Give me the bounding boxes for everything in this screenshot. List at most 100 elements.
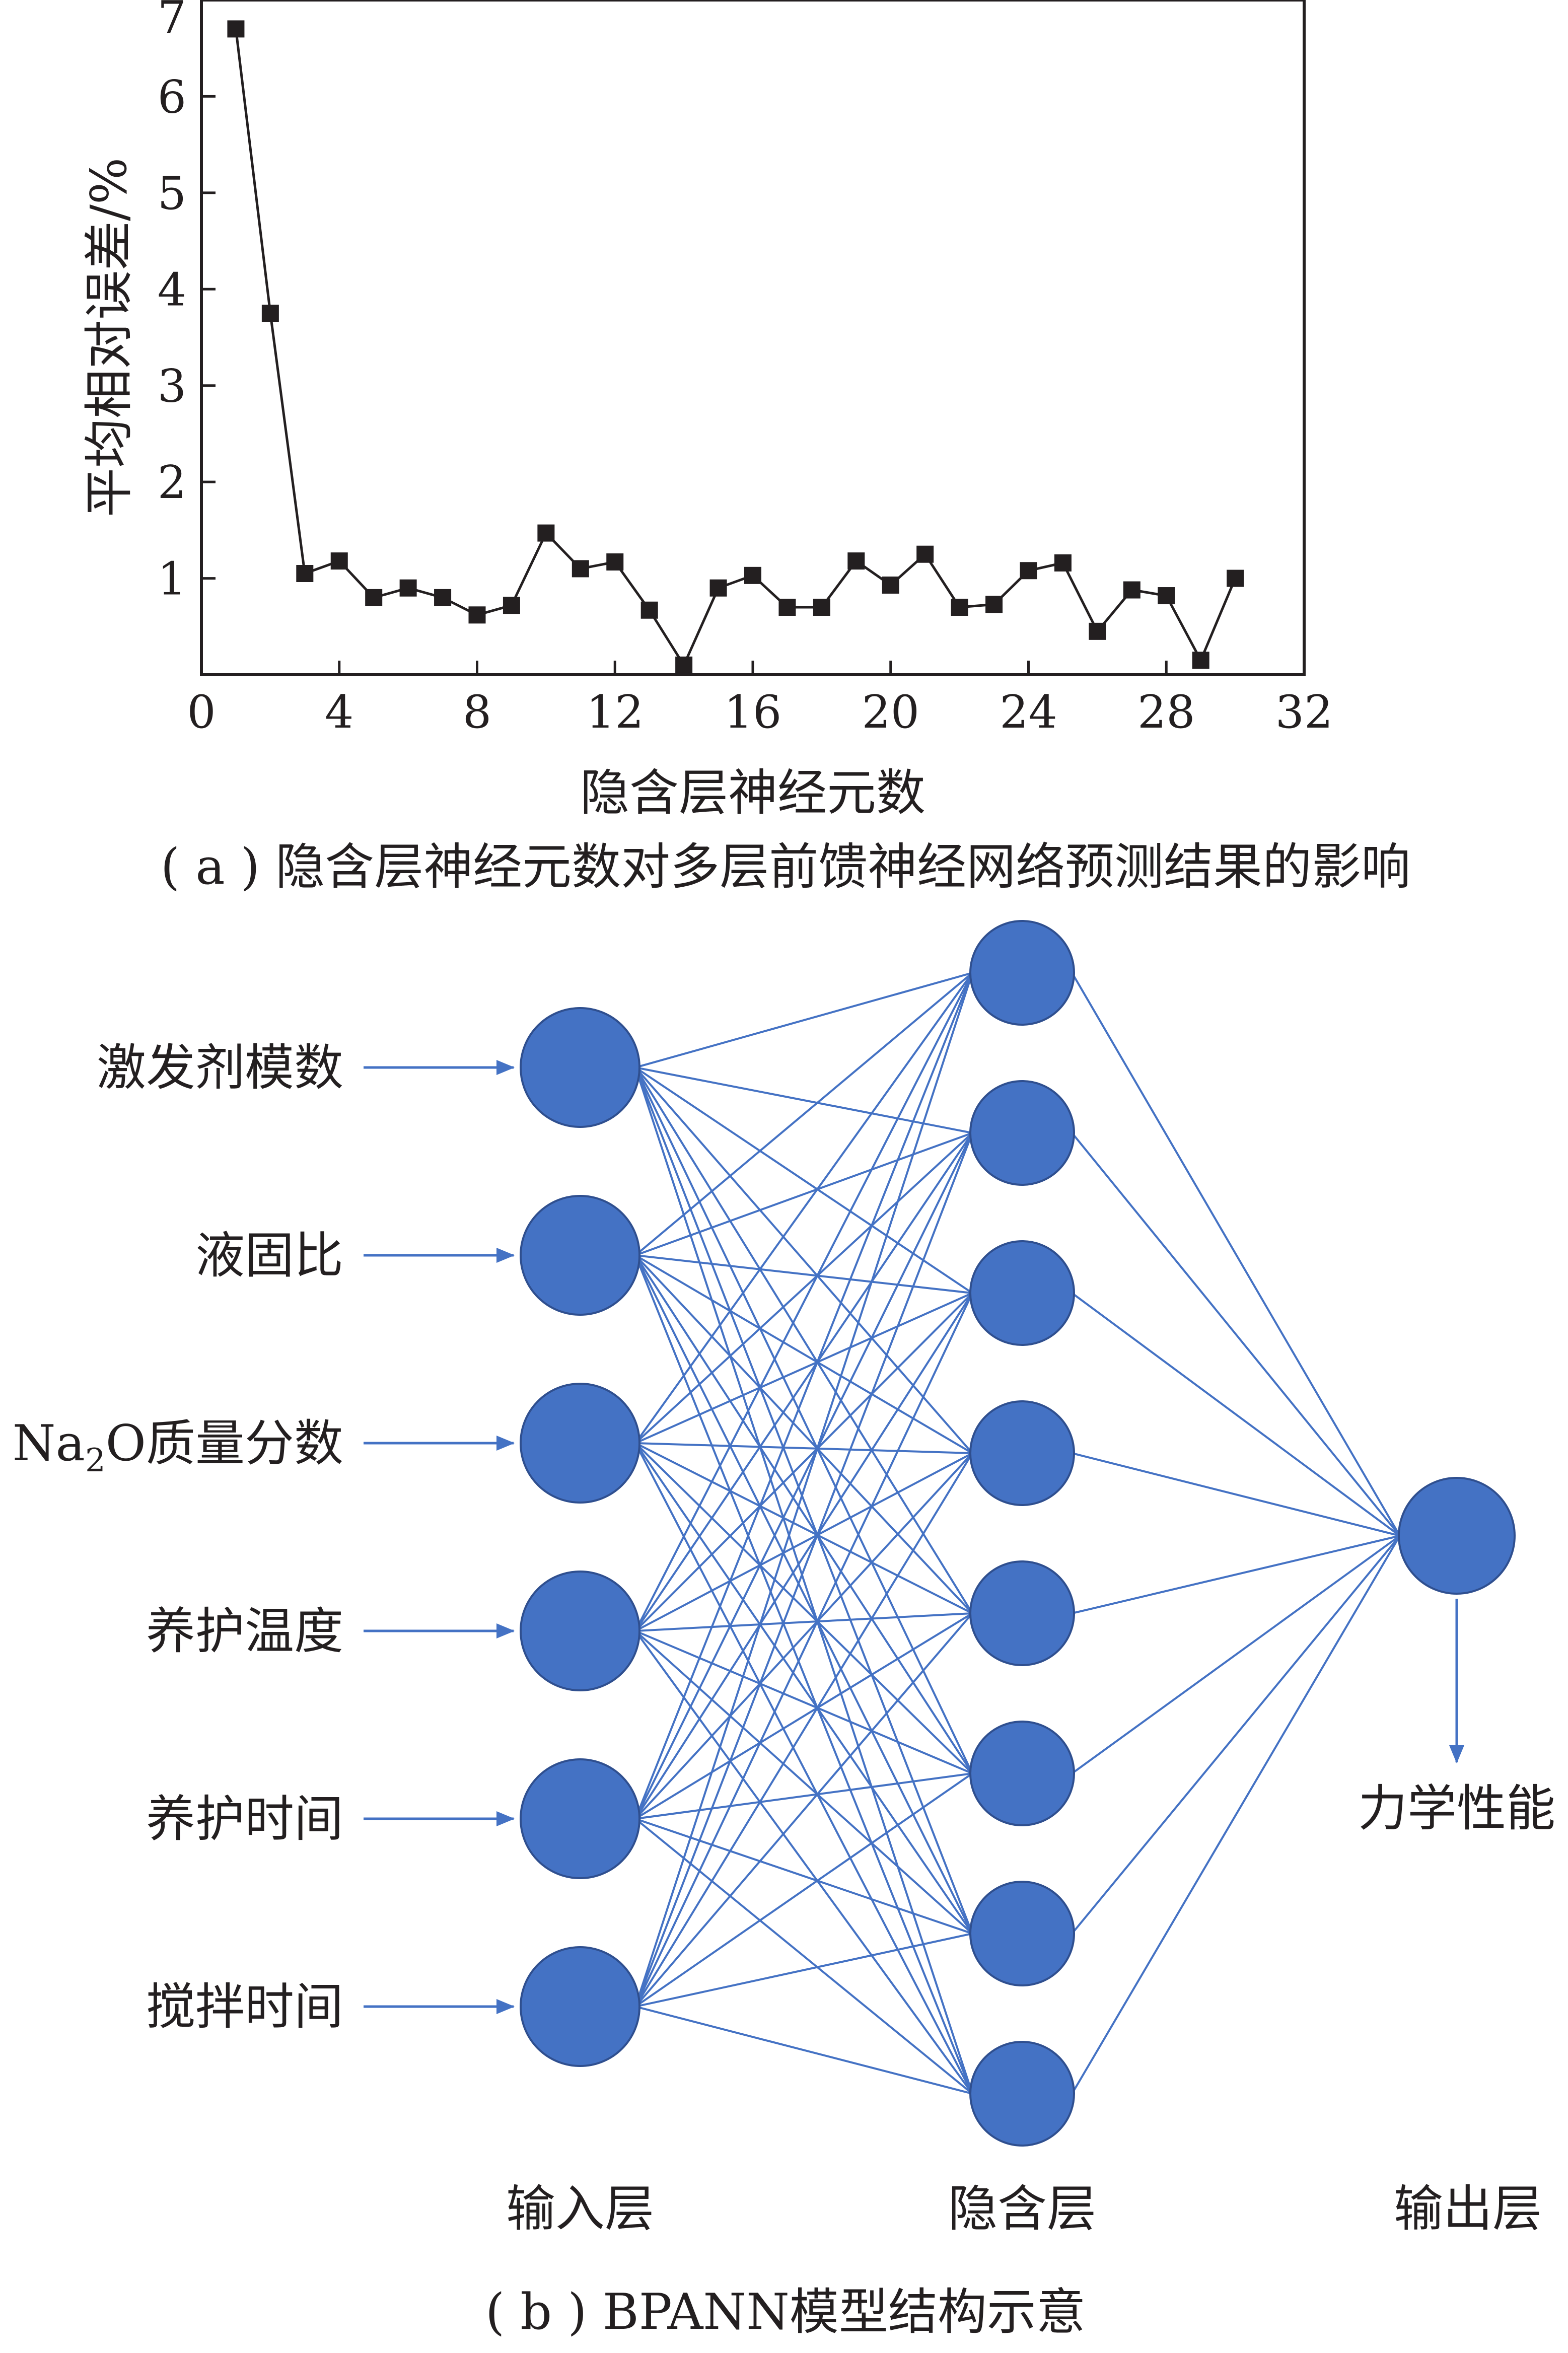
hidden-output-edge — [1071, 1535, 1401, 1935]
data-point — [434, 589, 452, 606]
hidden-output-edge — [1072, 1535, 1400, 1614]
input-hidden-edge — [634, 1067, 973, 2094]
input-hidden-edge — [634, 1630, 973, 2095]
input-hidden-edge — [635, 1630, 973, 1774]
input-hidden-edge — [635, 1132, 973, 1256]
input-feature-text: 液固比 — [195, 1227, 343, 1285]
data-point — [985, 596, 1003, 613]
input-hidden-edge — [634, 1452, 973, 1820]
input-feature-text: 养护温度 — [146, 1603, 343, 1660]
input-hidden-edge — [634, 972, 973, 1256]
input-node — [520, 1007, 640, 1128]
input-node — [520, 1195, 640, 1316]
input-hidden-edge — [635, 2006, 973, 2095]
hidden-output-edge — [1071, 1535, 1401, 2095]
hidden-node — [969, 2041, 1075, 2147]
input-hidden-edge — [635, 1818, 973, 1935]
input-hidden-edge — [634, 1067, 973, 1774]
x-tick-label: 28 — [1137, 686, 1195, 739]
input-feature-label: Na2O质量分数 — [13, 1415, 343, 1479]
input-feature-label: 液固比 — [195, 1227, 343, 1285]
input-hidden-edge — [634, 1254, 973, 1774]
hidden-output-edge — [1071, 972, 1401, 1537]
input-hidden-edge — [635, 1933, 973, 2008]
data-point — [399, 579, 417, 597]
input-hidden-edge — [634, 1292, 973, 1820]
data-point — [503, 597, 520, 614]
input-hidden-edge — [634, 972, 973, 1444]
data-point — [365, 589, 383, 606]
y-tick-label: 4 — [158, 263, 186, 316]
input-hidden-edge — [635, 1292, 973, 1444]
data-point — [1054, 554, 1072, 572]
hidden-output-edge — [1071, 1292, 1401, 1537]
hidden-node — [969, 1240, 1075, 1346]
y-tick-label: 1 — [158, 553, 186, 606]
data-point — [640, 601, 658, 619]
layer-label-hidden: 隐含层 — [948, 2180, 1096, 2238]
hidden-node — [969, 1080, 1075, 1186]
hidden-node — [969, 1560, 1075, 1666]
input-feature-text: 养护时间 — [146, 1791, 343, 1848]
hidden-node — [969, 1400, 1075, 1506]
y-tick-label: 3 — [158, 360, 186, 413]
input-feature-text: 搅拌时间 — [146, 1978, 343, 2036]
input-hidden-edge — [634, 1612, 973, 2008]
input-hidden-edge — [634, 1255, 973, 2094]
error-series — [227, 20, 1244, 674]
input-feature-text: Na — [13, 1415, 85, 1472]
input-hidden-edge — [634, 1772, 973, 2008]
subscript: 2 — [85, 1442, 106, 1479]
input-hidden-edge — [634, 972, 973, 1631]
data-point — [1089, 622, 1106, 640]
data-point — [1123, 581, 1141, 599]
input-hidden-edge — [634, 1443, 973, 2094]
input-hidden-edge — [634, 1254, 973, 1614]
hidden-node — [969, 1721, 1075, 1826]
input-hidden-edge — [634, 1818, 973, 2095]
input-hidden-edge — [634, 972, 973, 2007]
y-tick-label: 2 — [158, 456, 186, 509]
data-point — [675, 656, 693, 674]
layer-label-input: 输入层 — [506, 2180, 654, 2238]
input-feature-text: 激发剂模数 — [97, 1039, 343, 1097]
x-tick-label: 20 — [862, 686, 919, 739]
input-feature-label: 激发剂模数 — [97, 1039, 343, 1097]
input-node — [520, 1383, 640, 1504]
input-hidden-edge — [635, 972, 973, 1068]
data-point — [813, 599, 830, 616]
x-axis-label: 隐含层神经元数 — [580, 764, 925, 822]
caption-a: ( a ) 隐含层神经元数对多层前馈神经网络预测结果的影响 — [161, 838, 1410, 896]
x-tick-label: 32 — [1275, 686, 1333, 739]
x-tick-label: 16 — [724, 686, 782, 739]
x-tick-label: 24 — [1000, 686, 1057, 739]
input-hidden-edge — [634, 1132, 973, 2007]
input-hidden-edge — [634, 1254, 973, 1454]
y-tick-label: 5 — [158, 167, 186, 220]
data-point — [916, 545, 934, 563]
x-tick-label: 4 — [325, 686, 353, 739]
input-hidden-edge — [635, 1612, 973, 1632]
hidden-node — [969, 920, 1075, 1026]
data-point — [606, 553, 624, 571]
y-tick-label: 6 — [158, 70, 186, 123]
input-hidden-edge — [634, 1066, 973, 1454]
input-hidden-edge — [634, 1442, 973, 1774]
input-hidden-edge — [634, 1132, 973, 1819]
input-hidden-edge — [635, 1254, 973, 1294]
input-hidden-edge — [634, 1066, 973, 1294]
input-hidden-edge — [634, 1067, 973, 1934]
hidden-output-edge — [1071, 1535, 1401, 1774]
input-hidden-edge — [635, 1442, 973, 1614]
input-hidden-edge — [634, 1442, 973, 1935]
data-point — [847, 552, 865, 570]
x-axis-ticks: 0 4 8 12 16 20 24 28 32 — [187, 661, 1333, 739]
y-axis-ticks: 1 2 3 4 5 6 7 — [158, 0, 216, 606]
input-hidden-edge — [635, 1442, 973, 1454]
y-tick-label: 7 — [158, 0, 186, 44]
network-connections — [634, 972, 1401, 2095]
layer-label-output: 输出层 — [1394, 2180, 1542, 2238]
